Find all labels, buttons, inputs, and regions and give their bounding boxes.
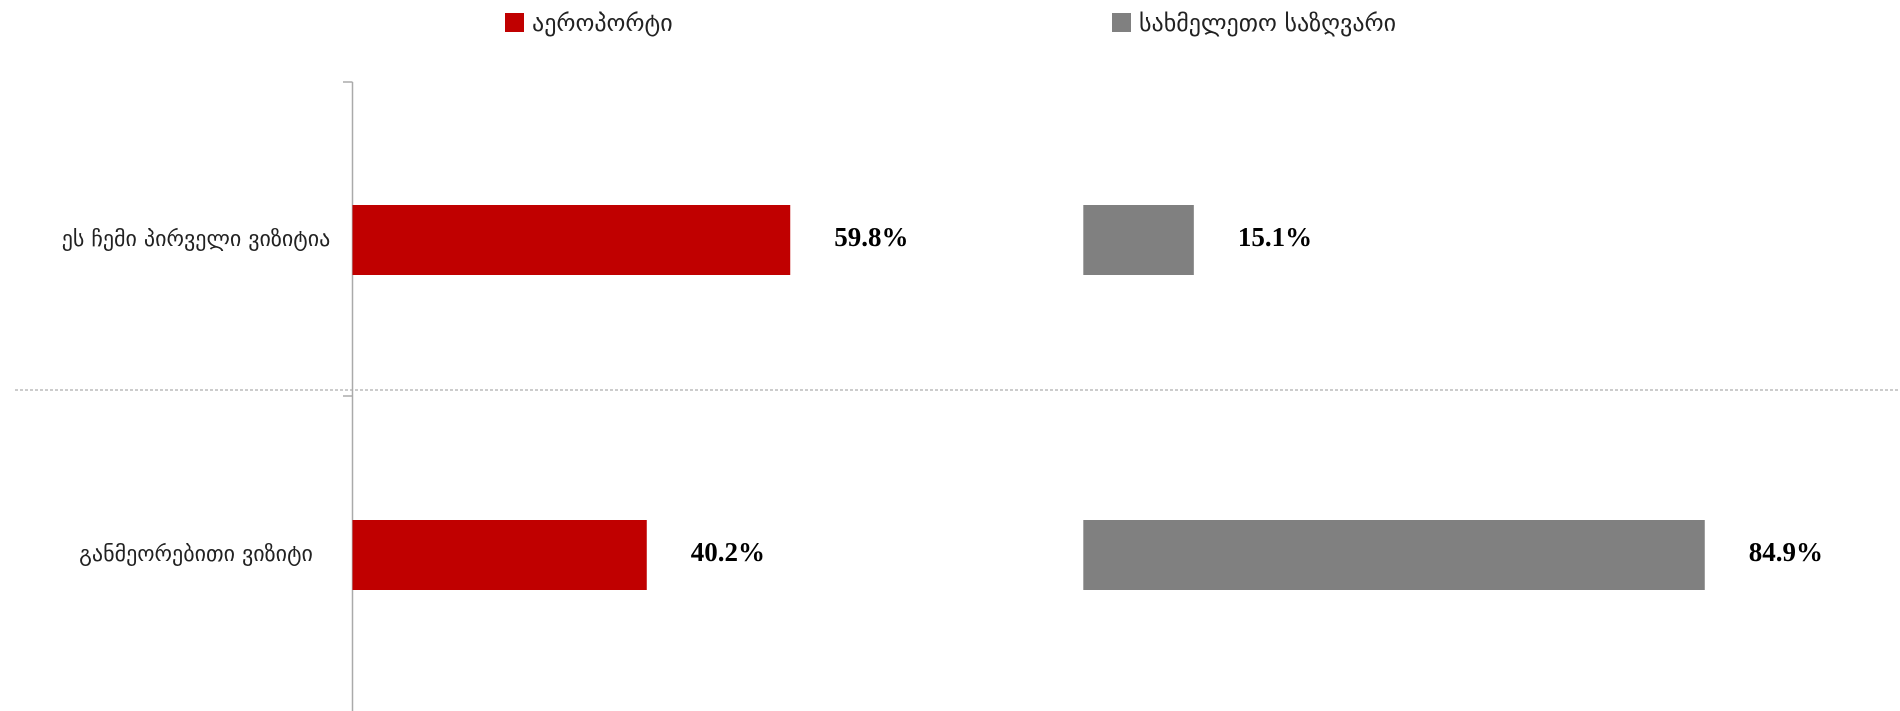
bar	[1083, 205, 1194, 275]
legend-label: სახმელეთო საზღვარი	[1139, 9, 1396, 37]
legend-swatch	[1112, 13, 1131, 32]
legend-label: აეროპორტი	[532, 9, 673, 37]
value-label: 59.8%	[834, 222, 908, 252]
bar	[1083, 520, 1705, 590]
bar	[352, 205, 791, 275]
category-label: განმეორებითი ვიზიტი	[79, 542, 313, 567]
bar	[352, 520, 647, 590]
category-label: ეს ჩემი პირველი ვიზიტია	[61, 227, 331, 252]
value-label: 15.1%	[1238, 222, 1312, 252]
value-label: 84.9%	[1749, 537, 1823, 567]
legend-swatch	[505, 13, 524, 32]
value-label: 40.2%	[691, 537, 765, 567]
